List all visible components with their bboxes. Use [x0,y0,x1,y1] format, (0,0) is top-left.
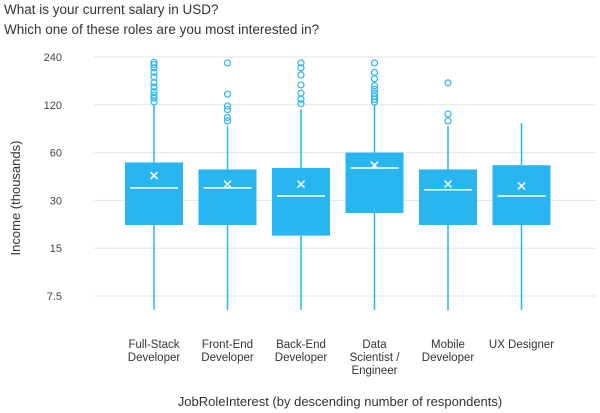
outlier-point [297,81,305,89]
outlier-point [370,59,379,67]
iqr-box [419,169,477,225]
outlier-point [223,90,232,98]
mean-marker [223,180,232,189]
iqr-box [125,162,183,225]
box-series [125,58,551,310]
outlier-point [223,105,232,114]
y-tick-label: 120 [44,100,62,112]
outlier-point [150,58,158,66]
iqr-box [272,167,330,236]
x-axis-categories: Full-Stack Developer Front-End Developer Bac… [128,339,554,377]
y-tick-label: 60 [50,148,62,160]
outlier-point [370,68,379,76]
outlier-point [223,102,232,110]
x-category-label: Back-End Developer [275,339,328,364]
x-category-label: UX Designer [489,339,554,351]
outlier-point [150,83,158,91]
box-group [492,123,551,310]
iqr-box [198,169,257,225]
outlier-point [297,95,305,103]
y-axis-ticks: 7.5 15 30 60 120 240 [44,52,62,303]
mean-marker [370,161,379,170]
y-tick-label: 240 [44,52,62,64]
x-category-label: Front-End Developer [201,339,254,364]
outlier-point [150,73,158,81]
outlier-point [150,79,158,87]
outlier-point [297,89,305,97]
outlier-point [370,93,379,101]
mean-marker [443,180,453,189]
outlier-point [223,117,232,125]
outlier-point [297,64,305,72]
outlier-point [150,91,158,99]
outlier-point [370,89,379,97]
outlier-point [370,98,379,106]
y-tick-label: 7.5 [47,291,62,303]
y-tick-label: 30 [50,195,62,207]
outlier-point [150,88,158,96]
outlier-point [223,113,232,121]
outlier-point [444,117,452,125]
outlier-point [444,110,452,118]
box-group [272,59,330,310]
iqr-box [345,152,404,213]
x-category-label: Data Scientist / Engineer [350,339,401,377]
x-category-label: Full-Stack Developer [128,339,181,364]
mean-marker [296,180,306,189]
iqr-box [492,165,551,225]
y-tick-label: 15 [50,243,62,255]
outlier-point [370,75,379,83]
box-group [345,59,404,310]
outlier-point [370,82,379,90]
box-group [125,58,183,310]
outlier-point [297,59,305,67]
outlier-point [150,98,158,106]
x-category-label: Mobile Developer [422,339,475,364]
y-axis-title: Income (thousands) [8,141,23,256]
outlier-point [370,85,379,94]
x-axis-title: JobRoleInterest (by descending number of… [178,394,502,409]
outlier-point [444,79,452,87]
chart-title: What is your current salary in USD? [4,2,219,17]
box-group [198,59,257,310]
outlier-point [297,100,305,108]
outlier-point [150,68,158,76]
box-group [419,79,477,310]
outlier-point [223,59,232,67]
mean-marker [517,181,526,190]
mean-marker [149,171,159,180]
chart-subtitle: Which one of these roles are you most in… [4,22,320,37]
outlier-point [297,71,305,79]
outlier-point [150,60,158,69]
